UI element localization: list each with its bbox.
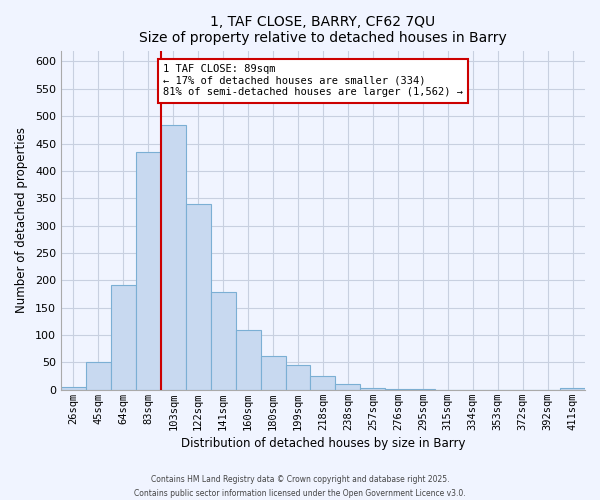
Bar bbox=[161, 126, 186, 390]
Bar bbox=[186, 204, 211, 390]
Bar bbox=[61, 387, 86, 390]
Bar bbox=[211, 292, 236, 390]
Y-axis label: Number of detached properties: Number of detached properties bbox=[15, 127, 28, 313]
Bar bbox=[260, 356, 286, 390]
Bar bbox=[236, 330, 260, 390]
Bar bbox=[410, 389, 435, 390]
Text: 1 TAF CLOSE: 89sqm
← 17% of detached houses are smaller (334)
81% of semi-detach: 1 TAF CLOSE: 89sqm ← 17% of detached hou… bbox=[163, 64, 463, 98]
Bar bbox=[361, 388, 385, 390]
Bar bbox=[560, 388, 585, 390]
Bar bbox=[136, 152, 161, 390]
Bar bbox=[335, 384, 361, 390]
Bar bbox=[310, 376, 335, 390]
Title: 1, TAF CLOSE, BARRY, CF62 7QU
Size of property relative to detached houses in Ba: 1, TAF CLOSE, BARRY, CF62 7QU Size of pr… bbox=[139, 15, 507, 45]
X-axis label: Distribution of detached houses by size in Barry: Distribution of detached houses by size … bbox=[181, 437, 465, 450]
Bar bbox=[111, 284, 136, 390]
Bar bbox=[86, 362, 111, 390]
Bar bbox=[286, 365, 310, 390]
Bar bbox=[385, 389, 410, 390]
Text: Contains HM Land Registry data © Crown copyright and database right 2025.
Contai: Contains HM Land Registry data © Crown c… bbox=[134, 476, 466, 498]
